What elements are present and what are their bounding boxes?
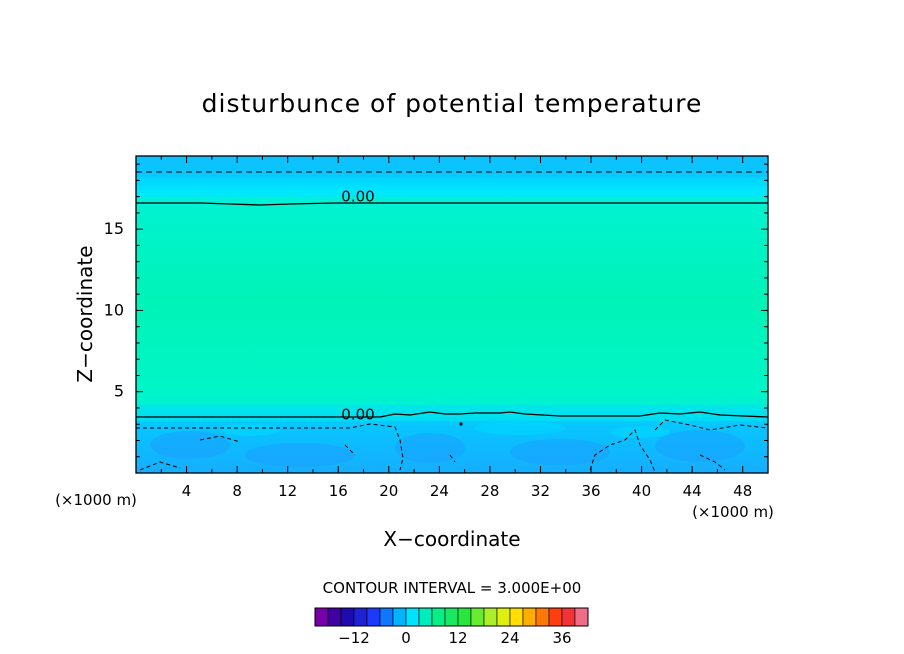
colorbar-tick-label: −12 [338, 629, 370, 647]
x-axis-ticks: 4 8 12 16 20 24 28 32 36 40 44 48 [160, 156, 769, 500]
plot-frame [135, 155, 769, 474]
contour-solid-upper [136, 202, 768, 206]
colorbar-tick-label: 24 [500, 629, 519, 647]
colorbar-cell [535, 607, 550, 627]
x-unit-left: (×1000 m) [55, 491, 137, 509]
contour-small-closed [459, 422, 463, 426]
colorbar-cell [431, 607, 446, 627]
colorbar-cell [470, 607, 485, 627]
colorbar [314, 607, 589, 627]
colorbar-tick-label: 36 [552, 629, 571, 647]
colorbar-cell [379, 607, 394, 627]
colorbar-cell [327, 607, 342, 627]
colorbar-cell [353, 607, 368, 627]
x-tick-label: 28 [480, 482, 499, 500]
x-tick-label: 16 [329, 482, 348, 500]
colorbar-cell [340, 607, 355, 627]
x-tick-label: 20 [379, 482, 398, 500]
colorbar-cell [509, 607, 524, 627]
x-tick-label: 40 [632, 482, 651, 500]
x-tick-label: 32 [531, 482, 550, 500]
colorbar-cell [457, 607, 472, 627]
heatmap-band-4 [136, 156, 768, 178]
y-tick-label: 5 [114, 382, 124, 401]
heatmap-field [136, 156, 768, 473]
colorbar-cell [405, 607, 420, 627]
colorbar-cell [574, 607, 589, 627]
y-tick-label: 10 [104, 300, 124, 319]
heatmap-band-1 [136, 404, 768, 421]
colorbar-cell [496, 607, 511, 627]
x-tick-label: 12 [278, 482, 297, 500]
y-axis-ticks: 5 10 15 [104, 163, 768, 458]
x-unit-right: (×1000 m) [692, 503, 774, 521]
x-tick-label: 36 [581, 482, 600, 500]
heatmap-band-2 [136, 196, 768, 405]
chart-title: disturbunce of potential temperature [202, 89, 703, 118]
x-tick-label: 48 [733, 482, 752, 500]
x-tick-label: 24 [430, 482, 449, 500]
colorbar-cell [392, 607, 407, 627]
contour-interval-label: CONTOUR INTERVAL = 3.000E+00 [323, 579, 582, 597]
x-axis-label: X−coordinate [383, 527, 520, 551]
x-tick-label: 4 [182, 482, 192, 500]
contour-label-0: 0.00 [341, 188, 374, 206]
colorbar-cell [561, 607, 576, 627]
colorbar-cell [418, 607, 433, 627]
x-tick-label: 8 [232, 482, 242, 500]
contour-solid-lower [136, 411, 768, 418]
contour-dashed-lower [136, 419, 768, 473]
colorbar-tick-label: 12 [448, 629, 467, 647]
heatmap-band-3 [136, 177, 768, 197]
colorbar-tick-labels: −12 0 12 24 36 [338, 629, 571, 647]
y-axis-label: Z−coordinate [73, 245, 97, 382]
colorbar-cell [444, 607, 459, 627]
contour-labels: 0.00 0.00 [341, 188, 374, 424]
y-tick-label: 15 [104, 219, 124, 238]
colorbar-cell [366, 607, 381, 627]
lower-warm-patches [220, 421, 670, 438]
colorbar-frame [314, 607, 589, 627]
x-tick-label: 44 [683, 482, 702, 500]
colorbar-cell [483, 607, 498, 627]
colorbar-tick-label: 0 [401, 629, 411, 647]
colorbar-cell [522, 607, 537, 627]
colorbar-cell [548, 607, 563, 627]
contour-label-1: 0.00 [341, 405, 374, 423]
colorbar-cell [314, 607, 329, 627]
